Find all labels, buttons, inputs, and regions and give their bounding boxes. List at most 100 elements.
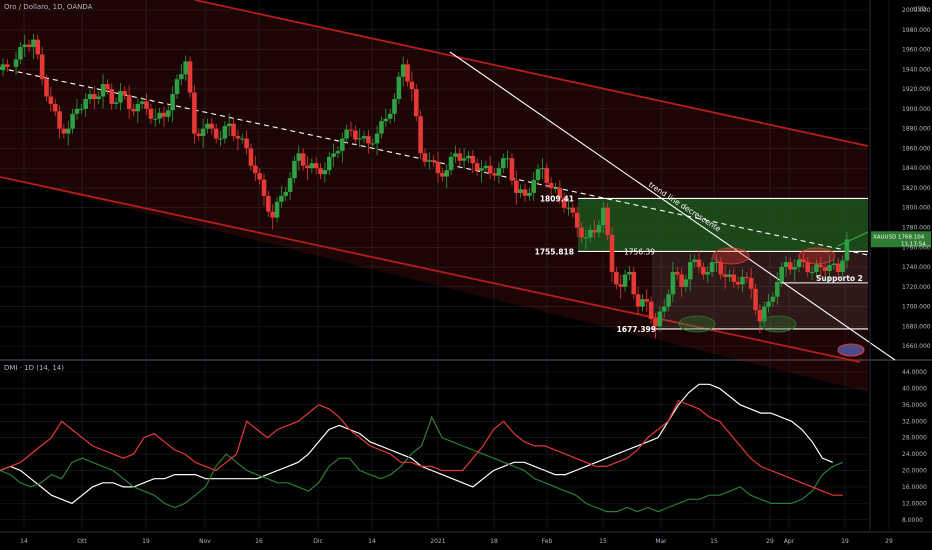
candle-body	[753, 288, 758, 311]
candle-body	[357, 138, 362, 140]
dmi-tick-label: 24.0000	[902, 451, 927, 458]
candle-body	[731, 274, 737, 282]
channel-upper-line	[194, 0, 869, 147]
candle-body	[448, 156, 454, 171]
bullish-zone	[578, 198, 868, 252]
candle-body	[226, 123, 232, 127]
candle-body	[326, 156, 332, 171]
candle-body	[805, 262, 811, 272]
candle-body	[844, 239, 850, 261]
price-tag-countdown: 11:17:54	[901, 241, 926, 247]
candle-body	[548, 183, 554, 188]
candle-body	[35, 39, 41, 55]
candle-body	[748, 277, 754, 289]
candle-body	[48, 96, 54, 104]
candle-body	[383, 118, 389, 122]
candle-body	[701, 267, 706, 275]
pattern-ellipse	[798, 247, 836, 265]
candle-body	[292, 160, 297, 179]
candle-body	[422, 153, 428, 162]
candle-body	[474, 163, 480, 171]
candle-body	[13, 59, 19, 67]
candle-body	[570, 207, 576, 213]
candle-body	[835, 263, 841, 272]
candle-body	[179, 74, 184, 80]
time-tick-label: 29	[766, 538, 774, 545]
candle-body	[279, 195, 284, 202]
candle-body	[535, 169, 541, 181]
candle-body	[514, 180, 519, 193]
candle-body	[187, 61, 193, 93]
candle-body	[631, 271, 637, 295]
candle-body	[96, 96, 101, 99]
candle-body	[92, 94, 97, 99]
dmi-tick-label: 20.0000	[902, 468, 927, 475]
candle-body	[148, 108, 154, 119]
candle-body	[592, 229, 597, 233]
candle-body	[170, 94, 175, 111]
candle-body	[222, 126, 228, 139]
candle-body	[139, 101, 145, 104]
candle-body	[322, 170, 328, 175]
candle-body	[427, 160, 432, 162]
candle-body	[348, 129, 354, 131]
candle-body	[435, 161, 441, 174]
candle-body	[466, 155, 471, 159]
event-badge	[837, 343, 865, 357]
candle-body	[253, 165, 258, 174]
candle-body	[44, 79, 49, 97]
candle-body	[814, 264, 819, 272]
candle-body	[192, 92, 197, 134]
candle-body	[144, 101, 149, 109]
candle-body	[39, 54, 45, 80]
level-label-1809: 1809.41	[540, 194, 574, 203]
candle-body	[531, 180, 536, 193]
candle-body	[161, 112, 167, 117]
candle-body	[340, 138, 345, 151]
candle-body	[400, 64, 406, 77]
candle-body	[274, 201, 280, 218]
level-label-1677: 1677.399	[617, 325, 656, 334]
candle-body	[70, 113, 75, 129]
candle-body	[614, 271, 619, 285]
price-tick-label: 1700.000	[902, 304, 931, 311]
symbol-title: Oro / Dollaro, 1D, OANDA	[4, 3, 93, 11]
time-tick-label: Nov	[199, 538, 211, 545]
candle-body	[670, 271, 676, 295]
candle-body	[157, 112, 162, 119]
dmi-tick-label: 16.0000	[902, 484, 927, 491]
candle-body	[579, 227, 584, 238]
time-tick-label: 29	[885, 538, 893, 545]
candle-body	[735, 281, 741, 285]
candle-body	[61, 128, 67, 134]
candle-body	[453, 153, 458, 157]
candle-body	[239, 138, 245, 140]
candle-body	[113, 102, 119, 104]
candle-body	[496, 168, 502, 176]
dmi-lines	[0, 383, 844, 513]
candle-body	[205, 123, 210, 129]
candle-body	[152, 118, 158, 120]
candle-body	[709, 262, 715, 272]
candle-body	[392, 98, 397, 114]
candle-body	[553, 187, 558, 189]
price-tick-label: 1960.000	[902, 47, 931, 54]
candle-body	[792, 267, 797, 270]
candle-body	[666, 294, 671, 307]
candle-body	[775, 281, 780, 297]
time-tick-label: 18	[490, 538, 498, 545]
candle-body	[561, 197, 567, 208]
candle-body	[574, 212, 580, 228]
price-tick-label: 1860.000	[902, 145, 931, 152]
projection-arrow	[837, 231, 869, 247]
candle-body	[257, 173, 262, 180]
candle-body	[79, 108, 84, 110]
candle-body	[361, 136, 367, 139]
descending-channel	[0, 0, 869, 392]
time-tick-label: Ott	[77, 538, 87, 545]
candle-body	[722, 274, 728, 277]
candle-body	[396, 76, 402, 99]
candle-body	[209, 123, 215, 129]
